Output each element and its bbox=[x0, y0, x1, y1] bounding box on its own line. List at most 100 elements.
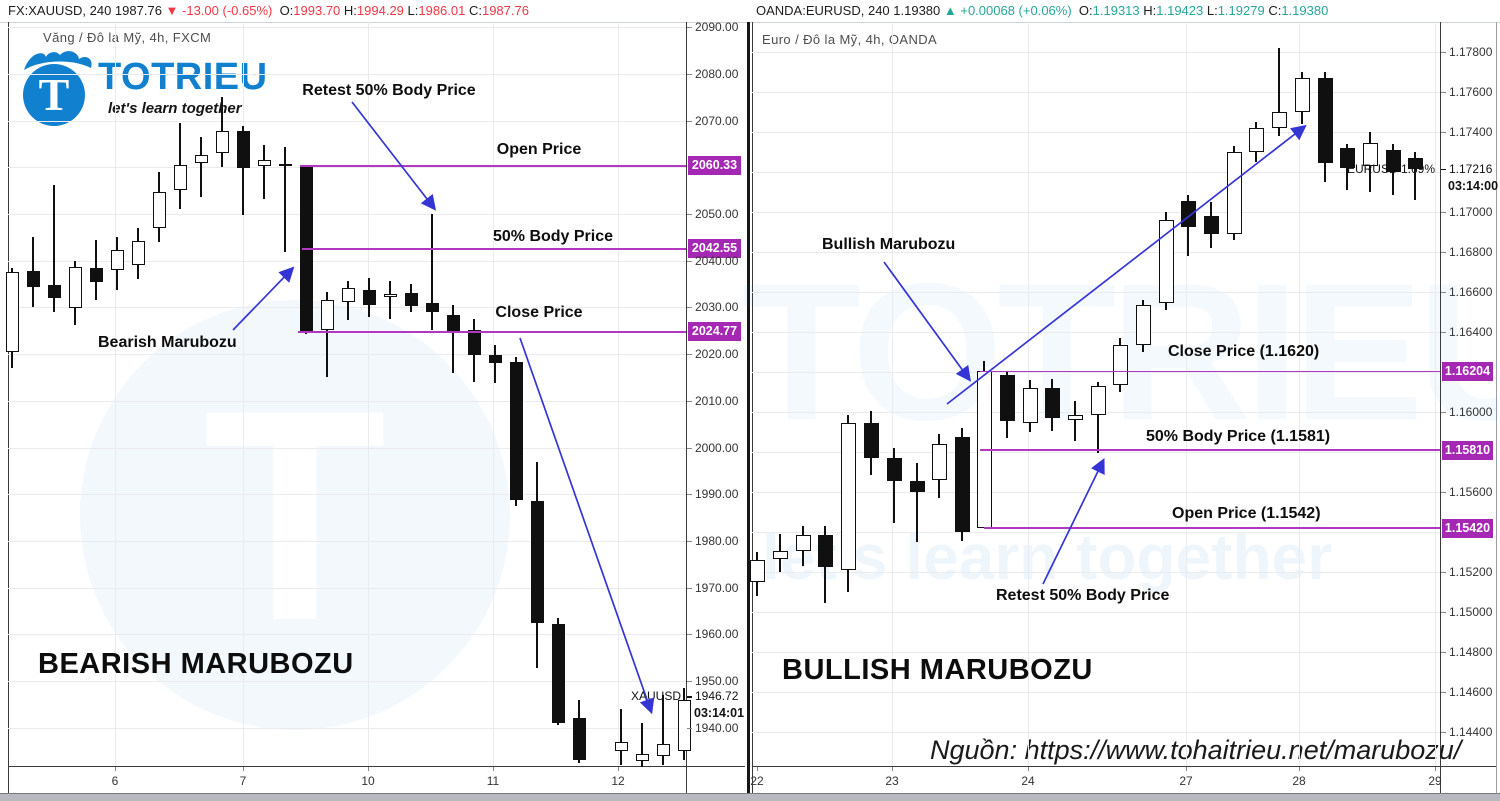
candle-body bbox=[1385, 150, 1401, 172]
left-chart-left-border bbox=[8, 22, 9, 793]
totrieu-watermark-logo: T bbox=[80, 300, 510, 730]
candle-body bbox=[425, 303, 439, 313]
header-segment: 1.19279 bbox=[1217, 3, 1269, 18]
header-segment: O: bbox=[279, 3, 294, 18]
candle-wick bbox=[11, 267, 13, 369]
gridline-horizontal bbox=[752, 92, 1440, 93]
right-chart-left-border bbox=[752, 22, 753, 793]
gridline-horizontal bbox=[752, 212, 1440, 213]
candle-body bbox=[446, 314, 460, 333]
right-price-axis-line bbox=[1440, 22, 1441, 793]
candle-wick bbox=[410, 284, 412, 312]
candle-wick bbox=[620, 709, 622, 766]
candle-wick bbox=[389, 281, 391, 319]
candle-wick bbox=[1414, 152, 1416, 200]
right-outer-border bbox=[1496, 22, 1497, 793]
totrieu-logo: T TOTRIEU let's learn together bbox=[16, 48, 267, 128]
candle-body bbox=[572, 718, 586, 760]
candle-body bbox=[89, 268, 103, 283]
header-segment: C: bbox=[1268, 3, 1282, 18]
header-segment: 1987.76 bbox=[481, 3, 529, 18]
right-time-scale[interactable] bbox=[752, 766, 1440, 793]
right-price-scale[interactable] bbox=[1440, 22, 1497, 766]
header-segment: 1994.29 bbox=[356, 3, 408, 18]
candle-body bbox=[383, 294, 397, 298]
gridline-horizontal bbox=[8, 727, 686, 729]
candle-wick bbox=[74, 260, 76, 326]
annotation-arrow bbox=[351, 101, 437, 211]
price-level-line bbox=[302, 248, 686, 250]
gridline-horizontal bbox=[8, 27, 686, 29]
header-divider bbox=[0, 22, 1500, 23]
gridline-horizontal bbox=[752, 652, 1440, 653]
gridline-vertical bbox=[493, 22, 494, 766]
candle-wick bbox=[53, 185, 55, 312]
candle-body bbox=[257, 160, 271, 166]
bottom-frame-line bbox=[0, 793, 1500, 794]
totrieu-watermark-tagline: let's learn together bbox=[762, 521, 1333, 593]
header-segment: OANDA:EURUSD, 240 1.19380 bbox=[756, 3, 944, 18]
candle-wick bbox=[641, 723, 643, 768]
totrieu-watermark-text: TOTRIEU bbox=[742, 243, 1498, 461]
header-segment: 1986.01 bbox=[418, 3, 469, 18]
candle-wick bbox=[158, 171, 160, 242]
candle-wick bbox=[515, 356, 517, 506]
current-price-symbol: EURUSD 1.69% bbox=[1346, 161, 1435, 176]
annotation-label: BULLISH MARUBOZU bbox=[782, 654, 1093, 686]
gridline-horizontal bbox=[8, 167, 686, 169]
candle-body bbox=[404, 293, 418, 306]
candle-body bbox=[1180, 201, 1196, 227]
candle-body bbox=[1203, 216, 1219, 234]
header-segment: L: bbox=[407, 3, 419, 18]
candle-wick bbox=[1233, 146, 1235, 240]
header-segment: -13.00 (-0.65%) bbox=[178, 3, 280, 18]
candle-body bbox=[656, 744, 670, 756]
candle-body bbox=[215, 131, 229, 154]
candle-body bbox=[26, 271, 40, 288]
candle-body bbox=[1248, 128, 1264, 152]
candle-wick bbox=[431, 214, 433, 331]
candle-body bbox=[1271, 112, 1287, 128]
gridline-horizontal bbox=[752, 172, 1440, 173]
header-segment: 1.19423 bbox=[1156, 3, 1207, 18]
candle-body bbox=[131, 240, 145, 266]
svg-text:T: T bbox=[39, 69, 70, 120]
candle-wick bbox=[1346, 144, 1348, 190]
candle-wick bbox=[578, 700, 580, 764]
right-time-axis-line bbox=[752, 766, 1497, 767]
annotation-arrow bbox=[519, 337, 655, 715]
gridline-horizontal bbox=[8, 260, 686, 262]
current-price-symbol: XAUUSD bbox=[630, 689, 681, 704]
candle-wick bbox=[284, 147, 286, 252]
header-segment: 1993.70 bbox=[293, 3, 344, 18]
header-segment: +0.00068 (+0.06%) bbox=[956, 3, 1079, 18]
gridline-horizontal bbox=[8, 214, 686, 215]
candle-body bbox=[1339, 148, 1355, 168]
candle-wick bbox=[1255, 122, 1257, 162]
annotation-label: Close Price bbox=[495, 304, 583, 321]
candle-body bbox=[509, 362, 523, 501]
candle-body bbox=[362, 290, 376, 305]
header-segment: FX:XAUUSD, 240 1987.76 bbox=[8, 3, 166, 18]
candle-body bbox=[194, 155, 208, 163]
candle-wick bbox=[494, 345, 496, 383]
candle-wick bbox=[95, 240, 97, 300]
right-chart-title: Euro / Đô la Mỹ, 4h, OANDA bbox=[762, 32, 938, 47]
candle-body bbox=[551, 624, 565, 724]
bottom-strip bbox=[0, 794, 1500, 801]
candle-wick bbox=[452, 305, 454, 374]
left-price-scale[interactable] bbox=[686, 22, 746, 766]
gridline-horizontal bbox=[752, 732, 1440, 733]
left-time-scale[interactable] bbox=[8, 766, 686, 793]
left-price-axis-line bbox=[686, 22, 687, 793]
candle-body bbox=[1407, 158, 1423, 169]
candle-wick bbox=[756, 552, 758, 596]
candle-body bbox=[47, 285, 61, 299]
header-segment: 1.19313 bbox=[1092, 3, 1144, 18]
candle-body bbox=[110, 250, 124, 271]
candle-body bbox=[614, 741, 628, 752]
left-chart-title: Văng / Đô la Mỹ, 4h, FXCM bbox=[43, 30, 212, 45]
candle-body bbox=[341, 288, 355, 303]
candle-body bbox=[909, 481, 925, 492]
